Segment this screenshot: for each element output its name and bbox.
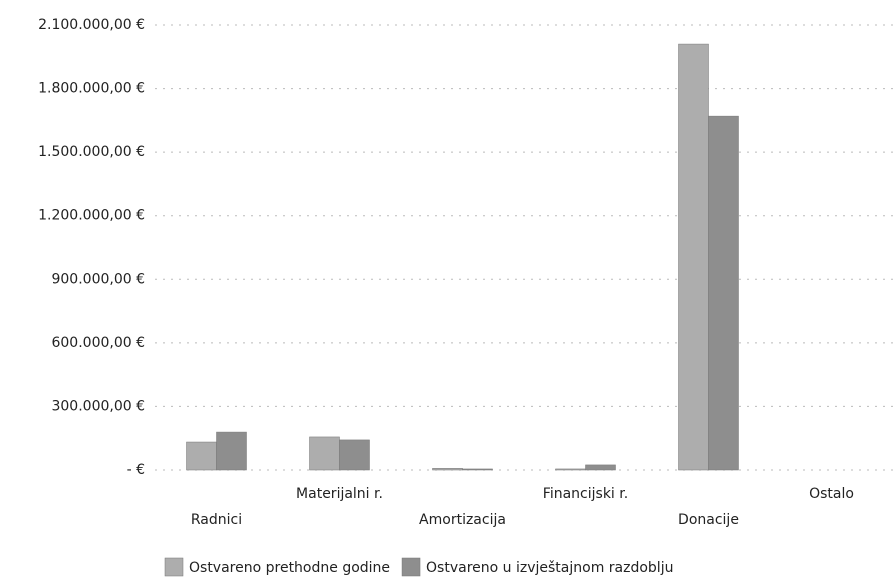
bar [585, 464, 616, 471]
y-tick-label: 300.000,00 € [51, 398, 145, 414]
x-tick-label: Ostalo [809, 486, 854, 502]
bar [678, 43, 709, 471]
x-tick-label: Amortizacija [419, 512, 506, 528]
bar [432, 468, 463, 471]
legend-label: Ostvareno u izvještajnom razdoblju [426, 560, 673, 576]
bar [186, 441, 217, 471]
x-tick-label: Materijalni r. [296, 486, 383, 502]
x-tick-label: Radnici [191, 512, 242, 528]
y-tick-label: 600.000,00 € [51, 335, 145, 351]
bar [216, 431, 247, 471]
y-tick-label: 1.800.000,00 € [38, 81, 145, 97]
x-tick-label: Financijski r. [543, 486, 628, 502]
bar [708, 115, 739, 471]
bar [309, 436, 340, 471]
y-tick-label: 900.000,00 € [51, 271, 145, 287]
y-tick-label: 1.200.000,00 € [38, 208, 145, 224]
y-tick-label: 1.500.000,00 € [38, 144, 145, 160]
legend-swatch [401, 557, 421, 577]
legend-swatch [164, 557, 184, 577]
y-tick-label: - € [127, 462, 145, 478]
legend-label: Ostvareno prethodne godine [189, 560, 390, 576]
bar [462, 468, 493, 471]
bar [339, 439, 370, 471]
x-tick-label: Donacije [678, 512, 739, 528]
y-tick-label: 2.100.000,00 € [38, 17, 145, 33]
bar [555, 468, 586, 471]
